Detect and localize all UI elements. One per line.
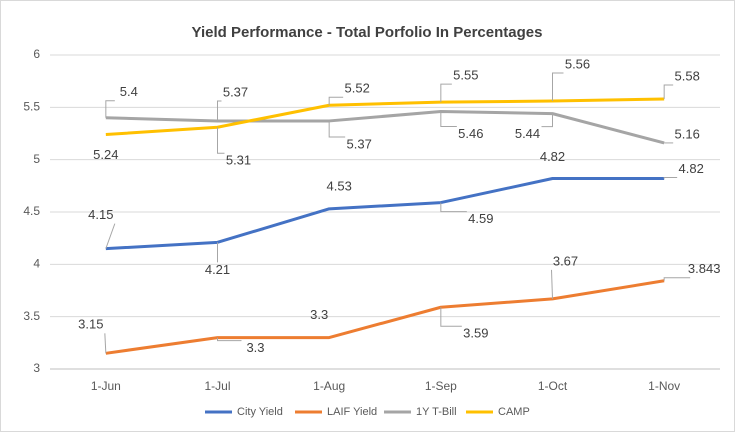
legend-label: CAMP xyxy=(498,406,530,418)
leader-line xyxy=(663,84,674,99)
data-label: 4.53 xyxy=(327,178,352,193)
data-label: 3.3 xyxy=(246,340,264,355)
leader-line xyxy=(328,120,346,138)
leader-line xyxy=(104,333,107,354)
leader-line xyxy=(551,269,553,299)
legend-label: 1Y T-Bill xyxy=(416,406,457,418)
legend-label: City Yield xyxy=(237,406,283,418)
data-label: 3.15 xyxy=(78,317,103,332)
leader-line xyxy=(663,277,691,281)
y-tick-label: 6 xyxy=(33,47,40,61)
y-tick-label: 4.5 xyxy=(23,204,40,218)
leader-line xyxy=(440,111,457,128)
data-label: 3.59 xyxy=(463,326,488,341)
legend-label: LAIF Yield xyxy=(327,406,377,418)
data-label: 5.31 xyxy=(226,153,251,168)
data-label: 5.16 xyxy=(675,126,700,141)
data-label: 3.843 xyxy=(688,261,721,276)
data-label: 4.59 xyxy=(468,211,493,226)
x-tick-label: 1-Aug xyxy=(313,379,345,393)
data-label: 5.4 xyxy=(120,84,138,99)
y-tick-label: 3 xyxy=(33,361,40,375)
data-label: 4.21 xyxy=(205,262,230,277)
y-tick-label: 4 xyxy=(33,257,40,271)
data-label: 5.37 xyxy=(347,136,372,151)
leader-line xyxy=(217,127,225,154)
leader-line xyxy=(105,100,115,118)
y-tick-label: 3.5 xyxy=(23,309,40,323)
chart-title: Yield Performance - Total Porfolio In Pe… xyxy=(192,24,543,41)
data-label: 5.24 xyxy=(93,147,118,162)
data-label: 5.37 xyxy=(223,84,248,99)
leader-line xyxy=(440,307,462,327)
data-label: 5.55 xyxy=(453,68,478,83)
data-label: 3.3 xyxy=(310,307,328,322)
leader-line xyxy=(440,83,452,103)
data-label: 4.15 xyxy=(88,207,113,222)
data-label: 5.58 xyxy=(675,68,700,83)
x-tick-label: 1-Sep xyxy=(425,379,457,393)
series-line xyxy=(105,110,665,145)
leader-line xyxy=(440,202,467,213)
data-label: 4.82 xyxy=(540,149,565,164)
y-tick-label: 5 xyxy=(33,152,40,166)
y-tick-label: 5.5 xyxy=(23,100,40,114)
data-label: 4.82 xyxy=(679,161,704,176)
x-tick-label: 1-Jul xyxy=(204,379,230,393)
x-tick-label: 1-Jun xyxy=(91,379,121,393)
data-label: 5.52 xyxy=(345,81,370,96)
data-label: 5.56 xyxy=(565,56,590,71)
leader-line xyxy=(328,96,344,106)
leader-line xyxy=(541,113,553,128)
data-label: 5.44 xyxy=(515,126,540,141)
leader-line xyxy=(105,223,116,249)
data-label: 3.67 xyxy=(553,253,578,268)
x-tick-label: 1-Oct xyxy=(538,379,568,393)
series-line xyxy=(105,97,665,137)
data-label: 5.46 xyxy=(458,126,483,141)
leader-line xyxy=(552,72,564,102)
x-tick-label: 1-Nov xyxy=(648,379,680,393)
leader-line xyxy=(217,337,242,342)
series-line xyxy=(105,279,665,355)
leader-line xyxy=(663,177,678,179)
series-line xyxy=(105,177,665,251)
leader-line xyxy=(217,100,222,121)
